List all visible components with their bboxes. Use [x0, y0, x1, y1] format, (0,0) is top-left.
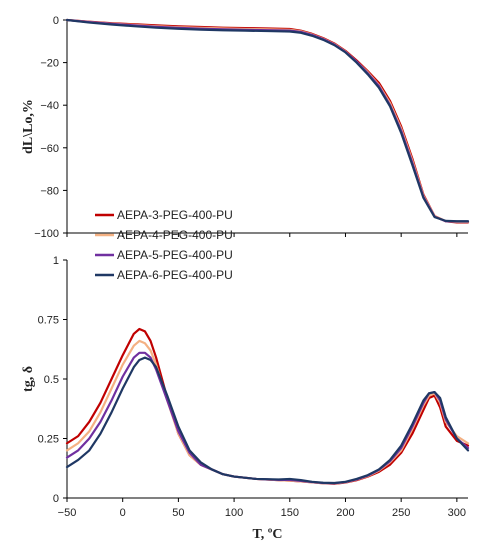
bottom-x-tick-label: −50 [58, 507, 77, 519]
top-y-tick-label: 0 [53, 15, 59, 27]
legend-label-aepa-3-peg-400-pu: AEPA-3-PEG-400-PU [117, 208, 233, 222]
top-series-aepa-4-peg-400-pu [65, 18, 470, 224]
bottom-series-aepa-5-peg-400-pu [65, 351, 470, 485]
bottom-x-tick-label: 100 [225, 507, 243, 519]
top-y-axis-label: dL\Lo,% [21, 99, 36, 154]
bottom-series-aepa-4-peg-400-pu [65, 339, 470, 485]
legend-label-aepa-4-peg-400-pu: AEPA-4-PEG-400-PU [117, 228, 233, 242]
top-y-tick-label: −40 [40, 100, 59, 112]
bottom-y-axis-label: tg, δ [21, 366, 36, 392]
legend: AEPA-3-PEG-400-PU AEPA-4-PEG-400-PU AEPA-5… [95, 208, 233, 282]
top-y-tick-label: −20 [40, 58, 59, 70]
bottom-y-tick-label: 0.25 [38, 434, 59, 446]
bottom-y-tick-label: 0.75 [38, 315, 59, 327]
bottom-x-tick-label: 150 [281, 507, 299, 519]
top-y-tick-label: −100 [34, 228, 59, 240]
top-panel: 0 −20 −40 −60 −80 −100 dL\Lo,% [21, 15, 470, 240]
legend-label-aepa-6-peg-400-pu: AEPA-6-PEG-400-PU [117, 268, 233, 282]
bottom-y-tick-label: 0 [53, 493, 59, 505]
bottom-series-aepa-3-peg-400-pu [65, 327, 470, 485]
bottom-y-tick-label: 0.5 [44, 374, 59, 386]
top-series-aepa-5-peg-400-pu [65, 18, 470, 223]
top-y-tick-label: −80 [40, 185, 59, 197]
bottom-x-tick-label: 300 [448, 507, 466, 519]
bottom-x-tick-label: 0 [120, 507, 126, 519]
bottom-series-aepa-6-peg-400-pu [65, 356, 470, 485]
top-series-aepa-3-peg-400-pu [65, 18, 470, 224]
bottom-x-tick-label: 50 [172, 507, 184, 519]
bottom-y-tick-label: 1 [53, 255, 59, 267]
bottom-x-tick-label: 250 [392, 507, 410, 519]
bottom-x-axis-label: T, ºC [252, 527, 282, 542]
legend-label-aepa-5-peg-400-pu: AEPA-5-PEG-400-PU [117, 248, 233, 262]
top-series-aepa-6-peg-400-pu [65, 18, 470, 223]
top-y-tick-label: −60 [40, 143, 59, 155]
bottom-x-tick-label: 200 [336, 507, 354, 519]
bottom-panel: 0 0.25 0.5 0.75 1 −50 0 50 100 150 200 250 300 tg, δ T… [21, 255, 470, 542]
